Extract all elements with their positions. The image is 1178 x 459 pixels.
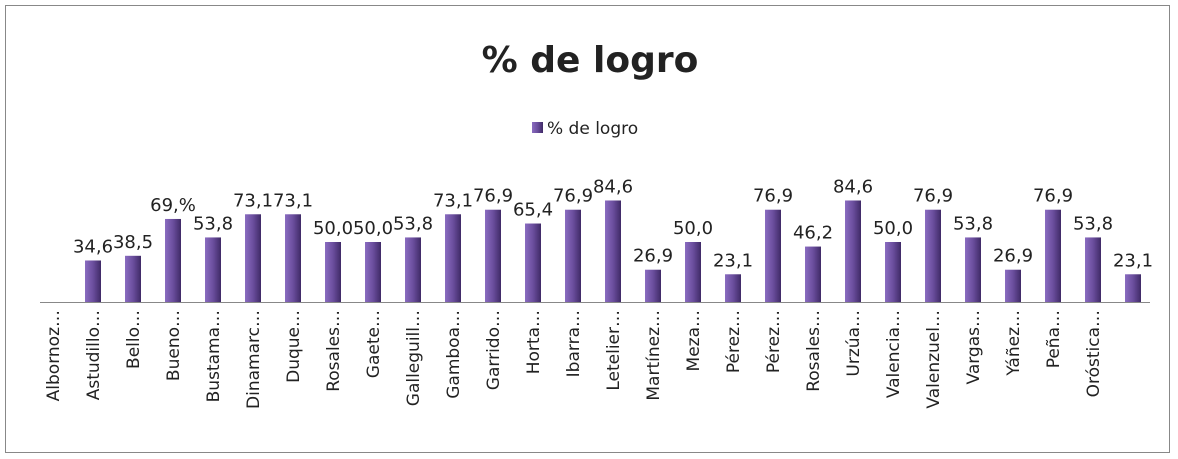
bar — [805, 246, 821, 302]
x-tick-label: Gaete… — [364, 310, 384, 378]
bar — [965, 237, 981, 302]
data-label: 46,2 — [793, 223, 833, 244]
bar — [1125, 274, 1141, 302]
x-tick-label: Valenzuel… — [924, 310, 944, 409]
x-tick-label: Peña… — [1044, 310, 1064, 368]
x-tick-label: Martínez… — [644, 310, 664, 401]
data-label: 50,0 — [313, 218, 353, 239]
bar — [1085, 237, 1101, 302]
x-tick-label: Horta… — [524, 310, 544, 374]
data-label: 73,1 — [273, 190, 313, 211]
x-tick-label: Valencia… — [884, 310, 904, 398]
chart-title: % de logro — [482, 40, 699, 81]
data-label: 76,9 — [753, 186, 793, 207]
bar — [245, 214, 261, 302]
data-label: 23,1 — [713, 250, 753, 271]
data-label: 34,6 — [73, 236, 113, 257]
bar — [605, 200, 621, 302]
bar — [365, 242, 381, 302]
bar — [845, 200, 861, 302]
x-tick-label: Albornoz… — [44, 310, 64, 401]
data-label: 23,1 — [1113, 250, 1153, 271]
data-label: 53,8 — [953, 213, 993, 234]
x-tick-label: Bueno… — [164, 310, 184, 381]
bar — [285, 214, 301, 302]
data-label: 53,8 — [1073, 213, 1113, 234]
x-tick-label: Pérez… — [764, 310, 784, 373]
x-tick-label: Oróstica… — [1084, 310, 1104, 397]
x-tick-label: Urzúa… — [844, 310, 864, 377]
legend-label: % de logro — [547, 119, 638, 139]
data-label: 69,% — [150, 195, 196, 216]
data-label: 84,6 — [833, 176, 873, 197]
bar — [765, 209, 781, 302]
bar — [525, 223, 541, 302]
x-tick-label: Dinamarc… — [244, 310, 264, 409]
bar — [725, 274, 741, 302]
data-label: 65,4 — [513, 200, 553, 221]
data-label: 76,9 — [1033, 186, 1073, 207]
x-tick-label: Galleguill… — [404, 310, 424, 406]
data-label: 26,9 — [633, 246, 673, 267]
x-tick-label: Bustama… — [204, 310, 224, 402]
bar — [125, 255, 141, 302]
data-label: 76,9 — [473, 186, 513, 207]
bar — [485, 209, 501, 302]
x-tick-label: Pérez… — [724, 310, 744, 373]
bar — [405, 237, 421, 302]
x-tick-label: Vargas… — [964, 310, 984, 384]
x-tick-label: Rosales… — [324, 310, 344, 392]
bar — [165, 218, 181, 302]
x-tick-label: Letelier… — [604, 310, 624, 391]
data-label: 38,5 — [113, 232, 153, 253]
data-label: 76,9 — [553, 186, 593, 207]
data-label: 50,0 — [353, 218, 393, 239]
bar — [85, 260, 101, 302]
x-tick-label: Meza… — [684, 310, 704, 371]
x-tick-label: Astudillo… — [84, 310, 104, 400]
data-label: 53,8 — [193, 213, 233, 234]
x-tick-label: Ibarra… — [564, 310, 584, 377]
bar — [205, 237, 221, 302]
legend-swatch — [532, 122, 543, 133]
data-label: 26,9 — [993, 246, 1033, 267]
bar — [565, 209, 581, 302]
bar — [1045, 209, 1061, 302]
bar — [685, 242, 701, 302]
data-label: 50,0 — [673, 218, 713, 239]
x-tick-label: Bello… — [124, 310, 144, 369]
chart-border — [5, 5, 1170, 453]
data-label: 53,8 — [393, 213, 433, 234]
data-label: 50,0 — [873, 218, 913, 239]
bar — [325, 242, 341, 302]
x-tick-label: Duque… — [284, 310, 304, 383]
data-label: 73,1 — [233, 190, 273, 211]
bar — [445, 214, 461, 302]
x-tick-label: Gamboa… — [444, 310, 464, 399]
data-label: 73,1 — [433, 190, 473, 211]
bar — [645, 269, 661, 302]
x-tick-label: Rosales… — [804, 310, 824, 392]
x-tick-label: Yáñez… — [1004, 310, 1024, 377]
x-tick-label: Garrido… — [484, 310, 504, 390]
data-label: 84,6 — [593, 176, 633, 197]
bar — [925, 209, 941, 302]
data-label: 76,9 — [913, 186, 953, 207]
bar — [1005, 269, 1021, 302]
bar — [885, 242, 901, 302]
